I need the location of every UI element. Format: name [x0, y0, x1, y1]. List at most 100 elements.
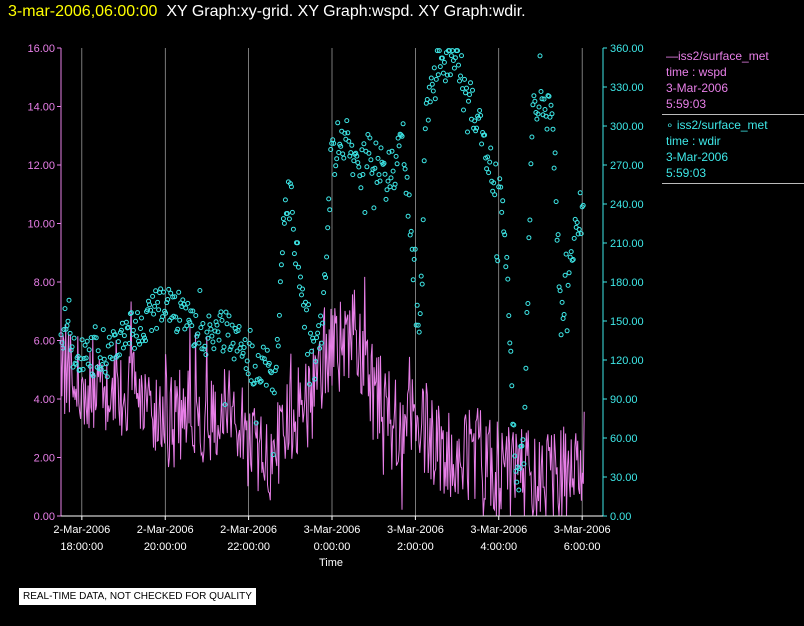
wdir-point — [215, 329, 221, 335]
wdir-point — [92, 324, 98, 330]
wdir-point — [338, 143, 344, 149]
wdir-point — [413, 322, 419, 328]
wdir-point — [251, 380, 257, 386]
wdir-point — [163, 310, 169, 316]
x-tick-label: 2-Mar-2006 — [220, 524, 277, 536]
wdir-point — [184, 323, 190, 329]
wdir-point — [521, 461, 527, 467]
x-tick-label: 6:00:00 — [564, 541, 601, 553]
wdir-point — [414, 302, 420, 308]
wdir-point — [298, 274, 303, 280]
wdir-point — [390, 168, 396, 174]
right-tick-label: 330.00 — [610, 82, 644, 94]
wdir-series-points — [58, 48, 586, 493]
wdir-point — [216, 337, 222, 343]
wdir-point — [266, 360, 272, 366]
wdir-point — [334, 156, 340, 162]
wdir-point — [364, 164, 370, 170]
wdir-point — [555, 232, 561, 238]
wdir-point — [277, 279, 283, 285]
wdir-point — [172, 294, 178, 300]
wdir-point — [175, 326, 181, 332]
wdir-point — [549, 111, 555, 117]
legend-wspd-date: 3-Mar-2006 — [666, 81, 729, 95]
wdir-point — [318, 313, 324, 319]
wdir-point — [240, 350, 246, 356]
wdir-point — [342, 130, 348, 136]
wdir-point — [141, 332, 146, 338]
wdir-point — [461, 107, 466, 113]
wdir-point — [354, 153, 360, 159]
wdir-point — [306, 302, 311, 308]
wdir-point — [211, 346, 217, 352]
wdir-point — [206, 313, 212, 319]
wdir-point — [253, 420, 259, 426]
wdir-point — [117, 330, 123, 335]
wdir-point — [67, 330, 73, 336]
wdir-point — [128, 310, 134, 316]
wdir-point — [459, 53, 464, 59]
wdir-point — [400, 121, 406, 127]
wdir-point — [308, 330, 313, 336]
wdir-point — [344, 118, 350, 124]
wdir-point — [201, 346, 207, 352]
wdir-point — [106, 334, 112, 340]
wdir-point — [237, 345, 243, 351]
right-tick-label: 210.00 — [610, 238, 644, 250]
wdir-point — [434, 48, 440, 54]
left-tick-label: 0.00 — [34, 511, 55, 523]
wdir-point — [411, 256, 417, 262]
wdir-point — [580, 202, 586, 208]
x-tick-label: 20:00:00 — [144, 541, 187, 553]
wdir-point — [114, 353, 120, 358]
wdir-point — [525, 301, 531, 306]
wdir-point — [194, 333, 200, 339]
wdir-point — [239, 353, 245, 359]
wdir-point — [80, 366, 86, 372]
wdir-point — [127, 311, 133, 317]
wdir-point — [439, 55, 445, 61]
wdir-point — [192, 342, 198, 348]
wdir-point — [369, 170, 375, 176]
wdir-point — [505, 276, 511, 282]
wdir-point — [380, 161, 386, 167]
wdir-point — [473, 128, 479, 134]
wdir-point — [493, 161, 499, 167]
wdir-point — [287, 181, 293, 187]
wdir-point — [126, 340, 132, 346]
wdir-point — [406, 192, 412, 198]
wdir-point — [497, 176, 503, 182]
wdir-point — [458, 73, 463, 79]
wdir-point — [388, 175, 394, 181]
wdir-point — [554, 237, 560, 243]
wdir-point — [433, 76, 439, 82]
right-tick-label: 120.00 — [610, 355, 644, 367]
wdir-point — [188, 308, 194, 314]
wdir-point — [209, 333, 215, 339]
wdir-point — [307, 381, 312, 387]
wdir-point — [145, 307, 150, 313]
wdir-point — [537, 53, 543, 59]
wdir-point — [153, 288, 159, 294]
wdir-point — [482, 132, 488, 138]
wdir-point — [322, 272, 328, 278]
wdir-point — [229, 322, 235, 328]
wdir-point — [373, 140, 379, 146]
wdir-point — [470, 87, 475, 93]
right-tick-label: 150.00 — [610, 316, 644, 328]
wdir-point — [416, 329, 422, 335]
wdir-point — [78, 356, 84, 362]
x-tick-label: 4:00:00 — [480, 541, 517, 553]
legend-wspd-time: 5:59:03 — [666, 97, 707, 111]
wdir-point — [447, 72, 453, 78]
wdir-point — [93, 335, 99, 341]
legend: —iss2/surface_met time : wspd 3-Mar-2006… — [662, 46, 804, 184]
wdir-point — [150, 293, 156, 299]
wdir-point — [499, 209, 505, 215]
wdir-point — [321, 290, 327, 296]
legend-wdir-time: 5:59:03 — [666, 166, 707, 180]
wdir-point — [444, 72, 450, 78]
x-tick-label: 2:00:00 — [397, 541, 434, 553]
wdir-point — [420, 217, 426, 223]
wdir-point — [315, 330, 321, 336]
